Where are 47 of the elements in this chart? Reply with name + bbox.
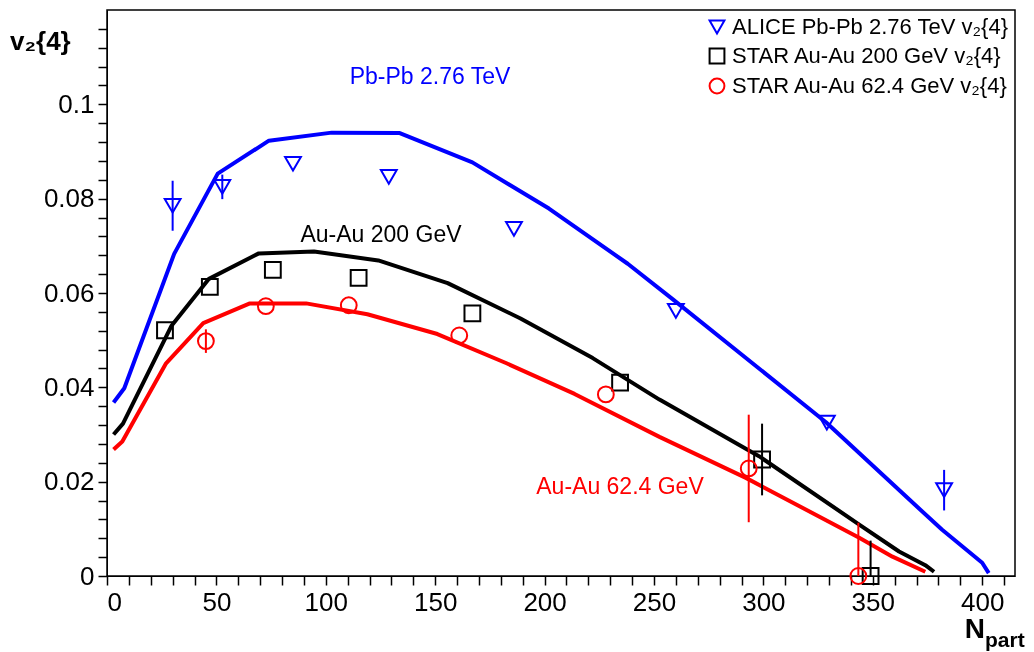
point — [463, 304, 482, 323]
point — [200, 277, 219, 296]
y-axis-title: v₂{4} — [10, 26, 71, 56]
x-tick-label: 150 — [414, 586, 458, 617]
point — [753, 450, 771, 469]
y-tick-label: 0.02 — [43, 466, 95, 497]
line-series — [111, 249, 937, 574]
y-tick-label: 0.1 — [58, 88, 95, 119]
point — [349, 269, 368, 287]
legend-label: ALICE Pb-Pb 2.76 TeV v₂{4} — [732, 14, 1008, 39]
x-tick-label: 0 — [107, 586, 122, 617]
point — [817, 414, 836, 431]
x-tick-label: 300 — [742, 586, 786, 617]
line-series — [111, 130, 991, 576]
x-tick-label: 50 — [202, 586, 232, 617]
x-tick-label: 400 — [960, 586, 1005, 617]
point — [163, 197, 182, 214]
point — [196, 332, 215, 350]
x-tick-label: 350 — [851, 586, 895, 617]
point — [213, 179, 232, 195]
point — [849, 567, 868, 585]
point — [935, 482, 954, 498]
point — [284, 155, 302, 172]
point — [505, 221, 523, 237]
y-tick-label: 0.04 — [43, 371, 95, 402]
y-tick-label: 0.06 — [43, 277, 95, 308]
point — [666, 303, 685, 319]
annotation: Au-Au 62.4 GeV — [536, 473, 705, 499]
legend-label: STAR Au-Au 200 GeV v₂{4} — [732, 43, 1001, 68]
point — [861, 567, 880, 585]
point — [739, 459, 758, 478]
point — [450, 326, 469, 345]
x-tick-label: 250 — [632, 586, 677, 617]
x-tick-label: 200 — [523, 586, 567, 617]
annotation: Au-Au 200 GeV — [300, 221, 463, 247]
point — [611, 373, 629, 392]
point — [263, 260, 282, 279]
point — [379, 169, 398, 185]
point — [596, 385, 615, 404]
point — [256, 297, 275, 316]
x-tick-label: 100 — [304, 586, 348, 617]
legend-label: STAR Au-Au 62.4 GeV v₂{4} — [732, 73, 1007, 98]
annotation: Pb-Pb 2.76 TeV — [349, 63, 511, 89]
point — [156, 321, 174, 340]
y-tick-label: 0 — [80, 560, 95, 591]
y-tick-label: 0.08 — [43, 183, 95, 214]
point — [339, 296, 358, 315]
